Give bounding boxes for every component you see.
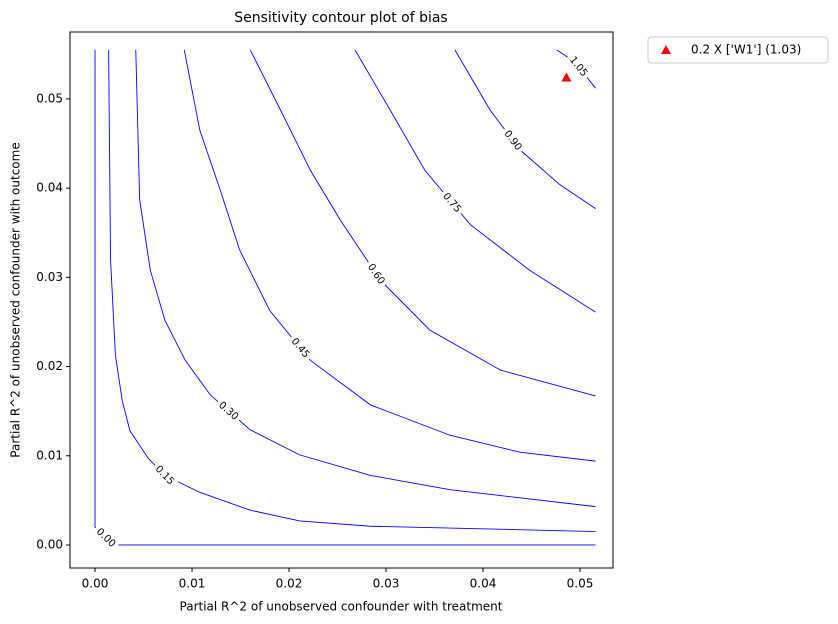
contour-line — [135, 49, 596, 508]
y-tick-label: 0.00 — [36, 537, 63, 551]
marker — [561, 72, 572, 82]
contour-line — [249, 49, 596, 397]
contour-label-group: 0.15 — [150, 461, 179, 490]
legend-box — [647, 36, 829, 64]
x-tick-label: 0.04 — [470, 577, 497, 591]
legend-marker — [661, 45, 671, 54]
y-tick-label: 0.04 — [36, 181, 63, 195]
y-tick-label: 0.05 — [36, 91, 63, 105]
y-axis-label: Partial R^2 of unobserved confounder wit… — [9, 142, 23, 457]
contour-line — [354, 49, 596, 313]
contour-line — [108, 49, 596, 533]
x-tick-label: 0.05 — [567, 577, 594, 591]
contour-label-bg — [91, 523, 121, 552]
contour-label-bg — [565, 51, 592, 82]
contour-label-bg — [286, 333, 314, 363]
x-tick-label: 0.03 — [373, 577, 400, 591]
contour-label-bg — [363, 258, 389, 289]
x-tick-label: 0.00 — [82, 577, 109, 591]
contour-line — [94, 49, 596, 546]
contour-line — [454, 49, 596, 210]
x-tick-label: 0.02 — [276, 577, 303, 591]
x-tick-label: 0.01 — [179, 577, 206, 591]
contour-label-group: 0.45 — [286, 333, 314, 363]
y-tick-label: 0.01 — [36, 448, 63, 462]
contour-label-group: 0.75 — [438, 188, 466, 218]
contour-label-group: 0.90 — [499, 125, 527, 156]
contour-label-bg — [438, 188, 466, 218]
contour-label-group: 0.00 — [91, 523, 121, 552]
contour-label-bg — [499, 125, 527, 156]
legend-label: 0.2 X ['W1'] (1.03) — [691, 43, 801, 57]
contour-label-bg — [150, 461, 179, 490]
x-axis-label: Partial R^2 of unobserved confounder wit… — [180, 600, 503, 614]
contour-label-group: 0.30 — [214, 397, 244, 425]
chart-title: Sensitivity contour plot of bias — [234, 10, 447, 26]
y-tick-label: 0.02 — [36, 359, 63, 373]
y-tick-label: 0.03 — [36, 270, 63, 284]
contour-label-group: 0.60 — [363, 258, 389, 289]
contour-line — [183, 49, 596, 462]
contour-label-bg — [214, 397, 244, 425]
contour-label-group: 1.05 — [565, 51, 592, 82]
plot-area — [69, 31, 614, 569]
